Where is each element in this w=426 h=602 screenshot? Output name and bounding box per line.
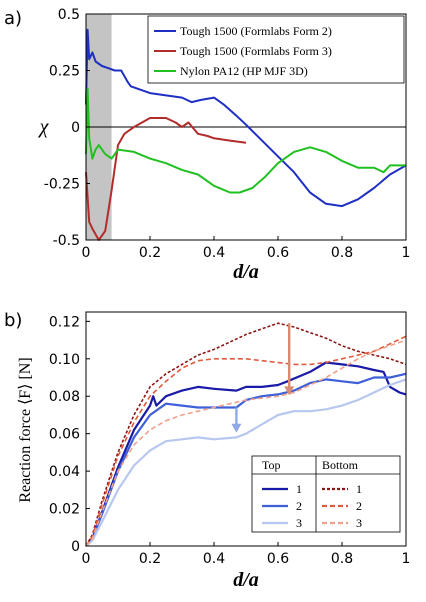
series-line-top-3: [85, 378, 407, 547]
panel-a-ylabel: χ: [38, 116, 50, 138]
legend-group-top: Top: [262, 458, 281, 472]
x-tick-label: 0.8: [331, 551, 353, 567]
series-line-3: [85, 87, 406, 194]
x-tick-label: 0.4: [203, 551, 225, 567]
panel-a-legend: Tough 1500 (Formlabs Form 2) Tough 1500 (…: [147, 15, 405, 84]
y-tick-label: 0.12: [49, 314, 80, 330]
x-tick-label: 0: [82, 551, 91, 567]
panel-b-xlabel: d/a: [233, 569, 259, 591]
panel-a-xlabel: d/a: [233, 261, 259, 283]
legend-label-top-1: 1: [296, 482, 302, 496]
series-line-bottom-3: [85, 339, 407, 547]
x-tick-label: 0.2: [139, 551, 161, 567]
legend-label-1: Tough 1500 (Formlabs Form 2): [180, 24, 332, 38]
y-tick-label: 0.06: [49, 427, 80, 443]
series-line-1: [85, 28, 407, 208]
y-tick-label: 0: [71, 539, 80, 555]
panel-a: a) 0.50.250-0.25-0.50 0.2 0.4 0.6 0.8 1 d/a χ…: [4, 7, 410, 283]
panel-b-ylabel: Reaction force ⟨F⟩ [N]: [17, 357, 34, 502]
x-tick-label: 0.6: [267, 551, 289, 567]
y-tick-label: 0.04: [49, 464, 80, 480]
panel-b-label: b): [4, 310, 22, 331]
x-tick-label: 0: [82, 245, 91, 261]
x-tick-label: 1: [402, 551, 411, 567]
legend-box: [251, 455, 401, 533]
y-tick-label: -0.25: [44, 177, 80, 193]
y-tick-label: 0.25: [49, 64, 80, 80]
legend-label-top-3: 3: [296, 516, 302, 530]
y-tick-label: -0.5: [53, 233, 80, 249]
legend-label-top-2: 2: [296, 499, 302, 513]
x-tick-label: 0.8: [331, 245, 353, 261]
series-line-top-1: [85, 361, 407, 547]
legend-group-bottom: Bottom: [322, 458, 359, 472]
y-tick-label: 0.02: [49, 502, 80, 518]
panel-a-ticks: 0.50.250-0.25-0.50 0.2 0.4 0.6 0.8 1: [44, 7, 411, 261]
legend-label-3: Nylon PA12 (HP MJF 3D): [180, 64, 308, 78]
series-line-bottom-2: [85, 335, 407, 547]
legend-label-2: Tough 1500 (Formlabs Form 3): [180, 44, 332, 58]
axes-frame: [85, 311, 407, 547]
arrow-head-2: [231, 423, 242, 433]
x-tick-label: 0.6: [267, 245, 289, 261]
x-tick-label: 0.4: [203, 245, 225, 261]
y-tick-label: 0: [71, 120, 80, 136]
panel-b-plot-area: [85, 311, 407, 547]
y-tick-label: 0.10: [49, 352, 80, 368]
arrow-head-1: [284, 386, 295, 396]
legend-box: [147, 15, 405, 84]
legend-label-bottom-3: 3: [356, 516, 362, 530]
series-line-bottom-1: [85, 322, 407, 547]
legend-label-bottom-2: 2: [356, 499, 362, 513]
legend-label-bottom-1: 1: [356, 482, 362, 496]
y-tick-label: 0.5: [58, 7, 80, 23]
series-line-top-2: [85, 372, 407, 547]
panel-a-label: a): [4, 8, 22, 29]
panel-a-plot-area: [85, 13, 407, 241]
x-tick-label: 1: [402, 245, 411, 261]
y-tick-label: 0.08: [49, 389, 80, 405]
x-tick-label: 0.2: [139, 245, 161, 261]
panel-b-ticks: 0.12 0.10 0.08 0.06 0.04 0.02 00 0.2 0.4 0.6 0.8 1: [49, 314, 411, 567]
panel-b-legend: Top Bottom 1 2 3 1 2 3: [251, 455, 401, 533]
